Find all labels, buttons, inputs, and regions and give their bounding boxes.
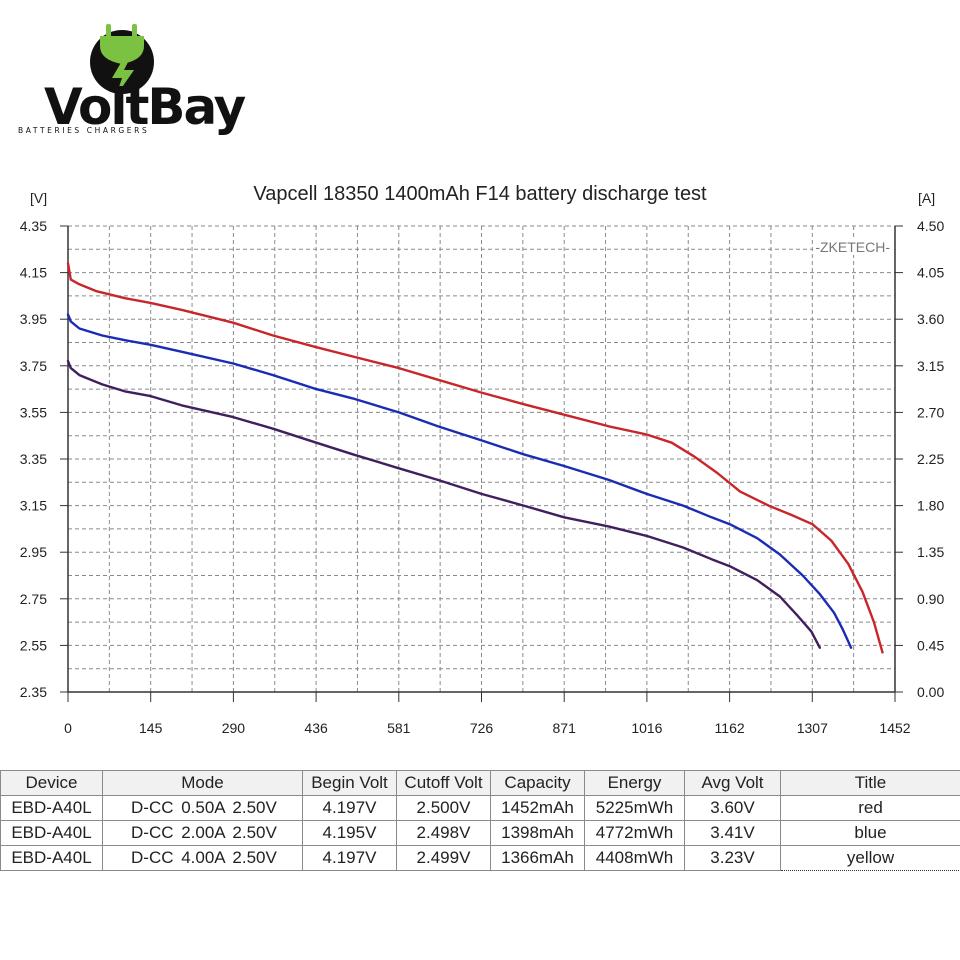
cell-cutoff-volt: 2.499V (396, 845, 491, 871)
y-tick-label-right: 3.60 (917, 311, 944, 327)
cell-title[interactable]: blue (780, 820, 960, 846)
plug-bolt-icon (90, 24, 154, 96)
series-line-yellow (66, 359, 821, 649)
series-lines (66, 262, 884, 654)
y-tick-label-left: 4.35 (20, 218, 47, 234)
cell-capacity: 1452mAh (490, 795, 585, 821)
x-tick-label: 581 (387, 720, 411, 736)
header-capacity: Capacity (490, 770, 585, 796)
cell-avg-volt: 3.23V (684, 845, 781, 871)
y-tick-label-right: 4.50 (917, 218, 944, 234)
header-title: Title (780, 770, 960, 796)
brand-name: VoltBay (44, 78, 246, 136)
y-tick-label-right: 0.90 (917, 591, 944, 607)
cell-device: EBD-A40L (0, 795, 103, 821)
cell-mode: D-CC 2.00A 2.50V (102, 820, 303, 846)
y-tick-label-left: 3.95 (20, 311, 47, 327)
tick-labels: 4.35 4.15 3.95 3.75 3.55 3.35 3.15 2.95 2.75 2.55… (20, 218, 945, 736)
axes (60, 225, 903, 702)
x-tick-label: 1016 (631, 720, 662, 736)
table-header-row: Device Mode Begin Volt Cutoff Volt Capac… (0, 770, 960, 796)
right-axis-unit: [A] (918, 190, 936, 206)
cell-title[interactable]: yellow (780, 845, 960, 871)
header-device: Device (0, 770, 103, 796)
y-tick-label-left: 3.15 (20, 498, 47, 514)
cell-begin-volt: 4.197V (302, 845, 397, 871)
header-avg-volt: Avg Volt (684, 770, 781, 796)
y-tick-label-right: 4.05 (917, 265, 944, 281)
y-tick-label-left: 3.35 (20, 451, 47, 467)
cell-energy: 4408mWh (584, 845, 685, 871)
left-axis-unit: [V] (30, 190, 48, 206)
x-tick-label: 1307 (797, 720, 828, 736)
y-tick-label-left: 3.75 (20, 358, 47, 374)
y-tick-label-left: 3.55 (20, 404, 47, 420)
x-tick-label: 145 (139, 720, 163, 736)
results-table: Device Mode Begin Volt Cutoff Volt Capac… (0, 770, 960, 871)
voltbay-logo: VoltBay BATTERIES CHARGERS (14, 18, 246, 148)
x-tick-label: 1452 (879, 720, 910, 736)
cell-capacity: 1398mAh (490, 820, 585, 846)
y-tick-label-right: 0.00 (917, 684, 944, 700)
y-tick-label-right: 1.35 (917, 544, 944, 560)
cell-mode: D-CC 0.50A 2.50V (102, 795, 303, 821)
y-tick-label-left: 2.95 (20, 544, 47, 560)
cell-begin-volt: 4.195V (302, 820, 397, 846)
y-tick-label-right: 2.70 (917, 404, 944, 420)
cell-energy: 4772mWh (584, 820, 685, 846)
zketech-watermark: -ZKETECH- (813, 239, 892, 255)
brand-tagline: BATTERIES CHARGERS (18, 126, 150, 135)
cell-begin-volt: 4.197V (302, 795, 397, 821)
x-tick-label: 290 (222, 720, 246, 736)
series-line-red (66, 262, 884, 654)
cell-device: EBD-A40L (0, 820, 103, 846)
cell-energy: 5225mWh (584, 795, 685, 821)
y-tick-label-right: 0.45 (917, 637, 944, 653)
header-begin-volt: Begin Volt (302, 770, 397, 796)
y-tick-label-left: 4.15 (20, 265, 47, 281)
series-line-blue (66, 313, 853, 649)
discharge-chart: 4.35 4.15 3.95 3.75 3.55 3.35 3.15 2.95 2.75 2.55… (20, 218, 945, 736)
cell-avg-volt: 3.41V (684, 820, 781, 846)
table-row[interactable]: EBD-A40L D-CC 0.50A 2.50V 4.197V 2.500V … (0, 795, 960, 821)
x-tick-label: 1162 (715, 720, 745, 736)
cell-cutoff-volt: 2.498V (396, 820, 491, 846)
cell-mode: D-CC 4.00A 2.50V (102, 845, 303, 871)
y-tick-label-right: 1.80 (917, 498, 944, 514)
header-energy: Energy (584, 770, 685, 796)
chart-title: Vapcell 18350 1400mAh F14 battery discha… (253, 183, 707, 205)
x-tick-label: 0 (64, 720, 72, 736)
table-row[interactable]: EBD-A40L D-CC 4.00A 2.50V 4.197V 2.499V … (0, 845, 960, 871)
cell-title[interactable]: red (780, 795, 960, 821)
grid-lines (68, 225, 896, 692)
x-tick-label: 726 (470, 720, 494, 736)
y-tick-label-right: 3.15 (917, 358, 944, 374)
y-tick-label-left: 2.75 (20, 591, 47, 607)
header-cutoff-volt: Cutoff Volt (396, 770, 491, 796)
cell-avg-volt: 3.60V (684, 795, 781, 821)
x-tick-label: 436 (304, 720, 328, 736)
x-tick-label: 871 (553, 720, 577, 736)
y-tick-label-right: 2.25 (917, 451, 944, 467)
cell-cutoff-volt: 2.500V (396, 795, 491, 821)
header-mode: Mode (102, 770, 303, 796)
cell-capacity: 1366mAh (490, 845, 585, 871)
cell-device: EBD-A40L (0, 845, 103, 871)
table-row[interactable]: EBD-A40L D-CC 2.00A 2.50V 4.195V 2.498V … (0, 820, 960, 846)
y-tick-label-left: 2.55 (20, 637, 47, 653)
y-tick-label-left: 2.35 (20, 684, 47, 700)
